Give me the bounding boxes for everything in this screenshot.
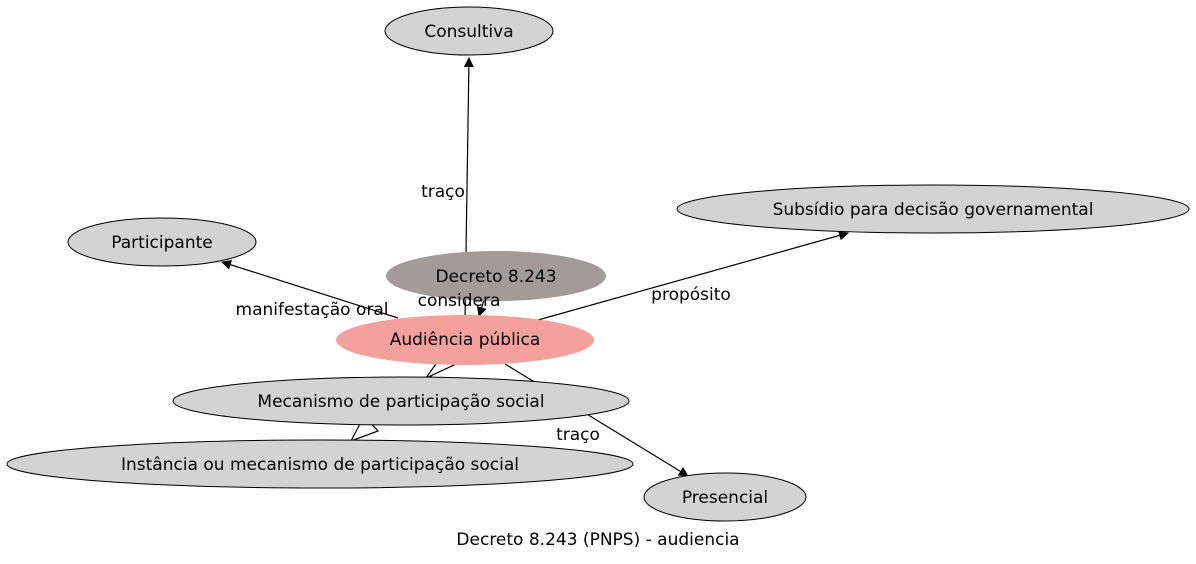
node-decreto[interactable]: Decreto 8.243 — [386, 251, 606, 301]
node-label: Presencial — [682, 488, 768, 508]
edge-label-manifestacao-oral: manifestação oral — [236, 300, 389, 320]
node-mecanismo[interactable]: Mecanismo de participação social — [172, 376, 630, 426]
edge-manifestacao-oral — [221, 259, 399, 319]
diagram-caption: Decreto 8.243 (PNPS) - audiencia — [456, 530, 739, 550]
node-audiencia-publica[interactable]: Audiência pública — [336, 315, 594, 365]
edge-considera — [476, 299, 487, 317]
node-label: Instância ou mecanismo de participação s… — [121, 455, 519, 475]
node-label: Audiência pública — [390, 330, 541, 350]
node-label: Decreto 8.243 — [435, 267, 556, 287]
node-participante[interactable]: Participante — [67, 217, 257, 267]
node-label: Participante — [111, 233, 212, 253]
edge-proposito — [537, 230, 849, 321]
edge-label-considera: considera — [418, 291, 501, 311]
edge-label-traco-consultiva: traço — [421, 182, 465, 202]
edge-label-traco-presencial: traço — [556, 425, 600, 445]
edge-label-proposito: propósito — [651, 285, 731, 305]
node-consultiva[interactable]: Consultiva — [384, 6, 554, 56]
node-label: Consultiva — [424, 22, 513, 42]
node-label: Mecanismo de participação social — [257, 392, 544, 412]
node-instancia[interactable]: Instância ou mecanismo de participação s… — [6, 439, 634, 489]
node-presencial[interactable]: Presencial — [643, 472, 807, 522]
node-label: Subsídio para decisão governamental — [773, 200, 1094, 220]
node-subsidio[interactable]: Subsídio para decisão governamental — [676, 184, 1190, 234]
